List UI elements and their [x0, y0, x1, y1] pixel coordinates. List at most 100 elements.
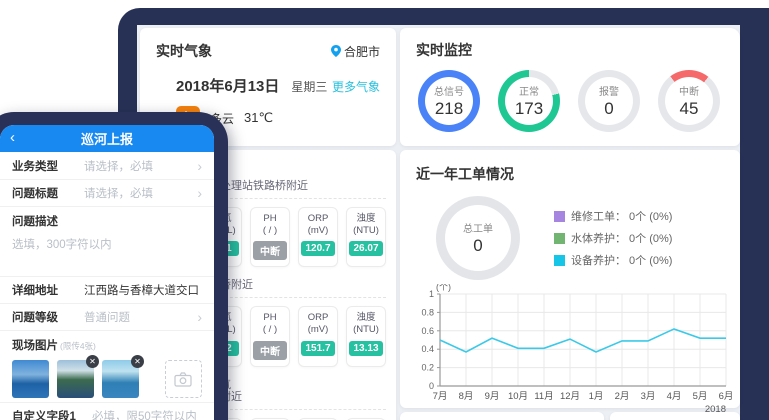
field-problem-description[interactable]: 问题描述 选填，300字符以内 [0, 206, 214, 276]
more-weather-link[interactable]: 更多气象 [331, 80, 380, 94]
photos-hint: (限传4张) [60, 341, 96, 351]
metric-label: ORP (mV) [307, 311, 329, 336]
station-name: 处理站铁路桥附近 [220, 180, 386, 199]
total-orders-value: 0 [473, 236, 483, 255]
metric-row: 氨氮(mg/L)1.42PH( / )中断ORP(mV)151.7浊度(NTU)… [202, 305, 396, 367]
weather-temperature: 31℃ [244, 110, 274, 125]
total-orders-label: 总工单 [463, 224, 493, 235]
svg-text:(个): (个) [436, 284, 451, 292]
station-name: 桥附近 [220, 279, 386, 298]
custom-field-1-placeholder: 必填，限50字符以内 [92, 411, 197, 420]
svg-text:6月: 6月 [719, 391, 734, 402]
metric-card: 浊度 (NTU) 26.07 [346, 206, 386, 268]
business-type-placeholder: 请选择，必填 [84, 160, 153, 173]
donut-label: 报警 [599, 87, 619, 98]
svg-text:1月: 1月 [589, 391, 604, 402]
chart-line [439, 328, 726, 353]
legend-row: 水体养护： 0个 (0%) [554, 230, 672, 246]
donut-label: 中断 [679, 87, 699, 98]
field-problem-title[interactable]: 问题标题 请选择，必填 › [0, 179, 214, 206]
svg-text:5月: 5月 [693, 391, 708, 402]
svg-text:4月: 4月 [667, 391, 682, 402]
monitor-stat-donut: 正常 173 [498, 70, 560, 132]
phone-frame: ‹ 巡河上报 业务类型 请选择，必填 › 问题标题 请选择，必填 › 问题描述 … [0, 112, 228, 420]
problem-level-value: 普通问题 [84, 312, 130, 324]
field-custom-1[interactable]: 自定义字段1 必填，限50字符以内 [0, 402, 214, 420]
metric-value-badge: 中断 [253, 340, 287, 360]
legend-swatch-icon [554, 254, 565, 266]
svg-text:2月: 2月 [615, 391, 630, 402]
weather-date: 2018年6月13日 [176, 78, 280, 95]
problem-title-label: 问题标题 [12, 188, 58, 200]
svg-text:0: 0 [429, 381, 434, 391]
station-name: 氮附近 [220, 379, 386, 410]
photo-thumbnail[interactable] [12, 360, 49, 398]
metric-value-badge: 120.7 [301, 241, 335, 257]
donut-value: 45 [679, 99, 699, 118]
metric-label: ORP (mV) [307, 212, 329, 236]
metric-label: 浊度 (NTU) [353, 212, 379, 236]
phone-header: ‹ 巡河上报 [0, 125, 214, 152]
phone-screen: ‹ 巡河上报 业务类型 请选择，必填 › 问题标题 请选择，必填 › 问题描述 … [0, 125, 214, 420]
monitor-stats-row: 总信号 218 正常 173 报警 0 中断 45 [400, 60, 740, 132]
photos-label: 现场图片 [12, 340, 58, 352]
legend-row: 设备养护： 0个 (0%) [554, 252, 672, 268]
remove-photo-button[interactable]: ✕ [130, 355, 144, 368]
work-orders-card: 近一年工单情况 总工单 0 维修工单： 0个 (0%) 水体养护： 0个 (0%)… [400, 150, 740, 415]
svg-text:2018: 2018 [705, 404, 726, 415]
chevron-right-icon: › [197, 157, 202, 174]
problem-level-label: 问题等级 [12, 312, 58, 324]
metric-card: PH( / ) 中断 [250, 206, 290, 268]
chevron-right-icon: › [197, 185, 202, 201]
address-label: 详细地址 [12, 285, 58, 297]
donut-value: 173 [514, 99, 544, 118]
orders-legend: 维修工单： 0个 (0%) 水体养护： 0个 (0%) 设备养护： 0个 (0%) [554, 208, 672, 268]
donut-value: 218 [434, 99, 464, 118]
svg-text:11月: 11月 [534, 391, 553, 402]
chevron-right-icon: › [197, 309, 202, 325]
photo-thumbnail[interactable]: ✕ [56, 355, 99, 398]
photo-thumbnail[interactable]: ✕ [101, 355, 144, 398]
monitor-card-title: 实时监控 [416, 42, 472, 58]
svg-text:0.2: 0.2 [421, 363, 434, 373]
bottom-card-left [400, 412, 604, 420]
weather-card-title: 实时气象 [156, 43, 212, 59]
field-business-type[interactable]: 业务类型 请选择，必填 › [0, 152, 214, 179]
svg-text:12月: 12月 [560, 391, 580, 402]
svg-text:0.6: 0.6 [421, 326, 434, 336]
monitor-stat-donut: 中断 45 [658, 70, 720, 132]
svg-text:10月: 10月 [508, 391, 528, 402]
metric-value-badge: 中断 [253, 241, 287, 261]
business-type-label: 业务类型 [12, 160, 58, 173]
monitor-stat-donut: 总信号 218 [418, 70, 480, 132]
metric-card: PH( / ) 中断 [250, 305, 290, 367]
metric-value-badge: 13.13 [349, 340, 383, 356]
back-button[interactable]: ‹ [10, 129, 15, 146]
metric-value-badge: 26.07 [349, 241, 383, 257]
city-name: 合肥市 [343, 44, 380, 59]
camera-icon [174, 371, 193, 387]
problem-description-placeholder: 选填，300字符以内 [12, 239, 112, 251]
svg-text:0.4: 0.4 [421, 344, 434, 354]
field-problem-level[interactable]: 问题等级 普通问题 › [0, 303, 214, 330]
legend-swatch-icon [554, 210, 565, 222]
svg-text:0.8: 0.8 [421, 307, 434, 317]
photos-section: 现场图片 (限传4张) ✕ ✕ [0, 330, 214, 402]
metric-value-badge: 151.7 [301, 340, 335, 356]
add-photo-button[interactable] [164, 360, 202, 398]
svg-text:7月: 7月 [433, 391, 448, 402]
field-address[interactable]: 详细地址 江西路与香樟大道交口 [0, 276, 214, 303]
metric-row: 氨氮(mg/L)0.71PH( / )中断ORP(mV)120.7浊度(NTU)… [202, 206, 396, 268]
problem-description-label: 问题描述 [12, 216, 58, 228]
problem-title-placeholder: 请选择，必填 [84, 188, 153, 200]
orders-card-title: 近一年工单情况 [416, 166, 514, 182]
bottom-card-right [610, 412, 740, 420]
donut-value: 0 [604, 99, 614, 118]
weather-weekday: 星期三 [291, 80, 328, 94]
location-pin-icon [330, 45, 341, 57]
remove-photo-button[interactable]: ✕ [85, 355, 99, 368]
city-selector[interactable]: 合肥市 [330, 43, 380, 60]
monitor-stat-donut: 报警 0 [578, 70, 640, 132]
legend-swatch-icon [554, 232, 565, 244]
